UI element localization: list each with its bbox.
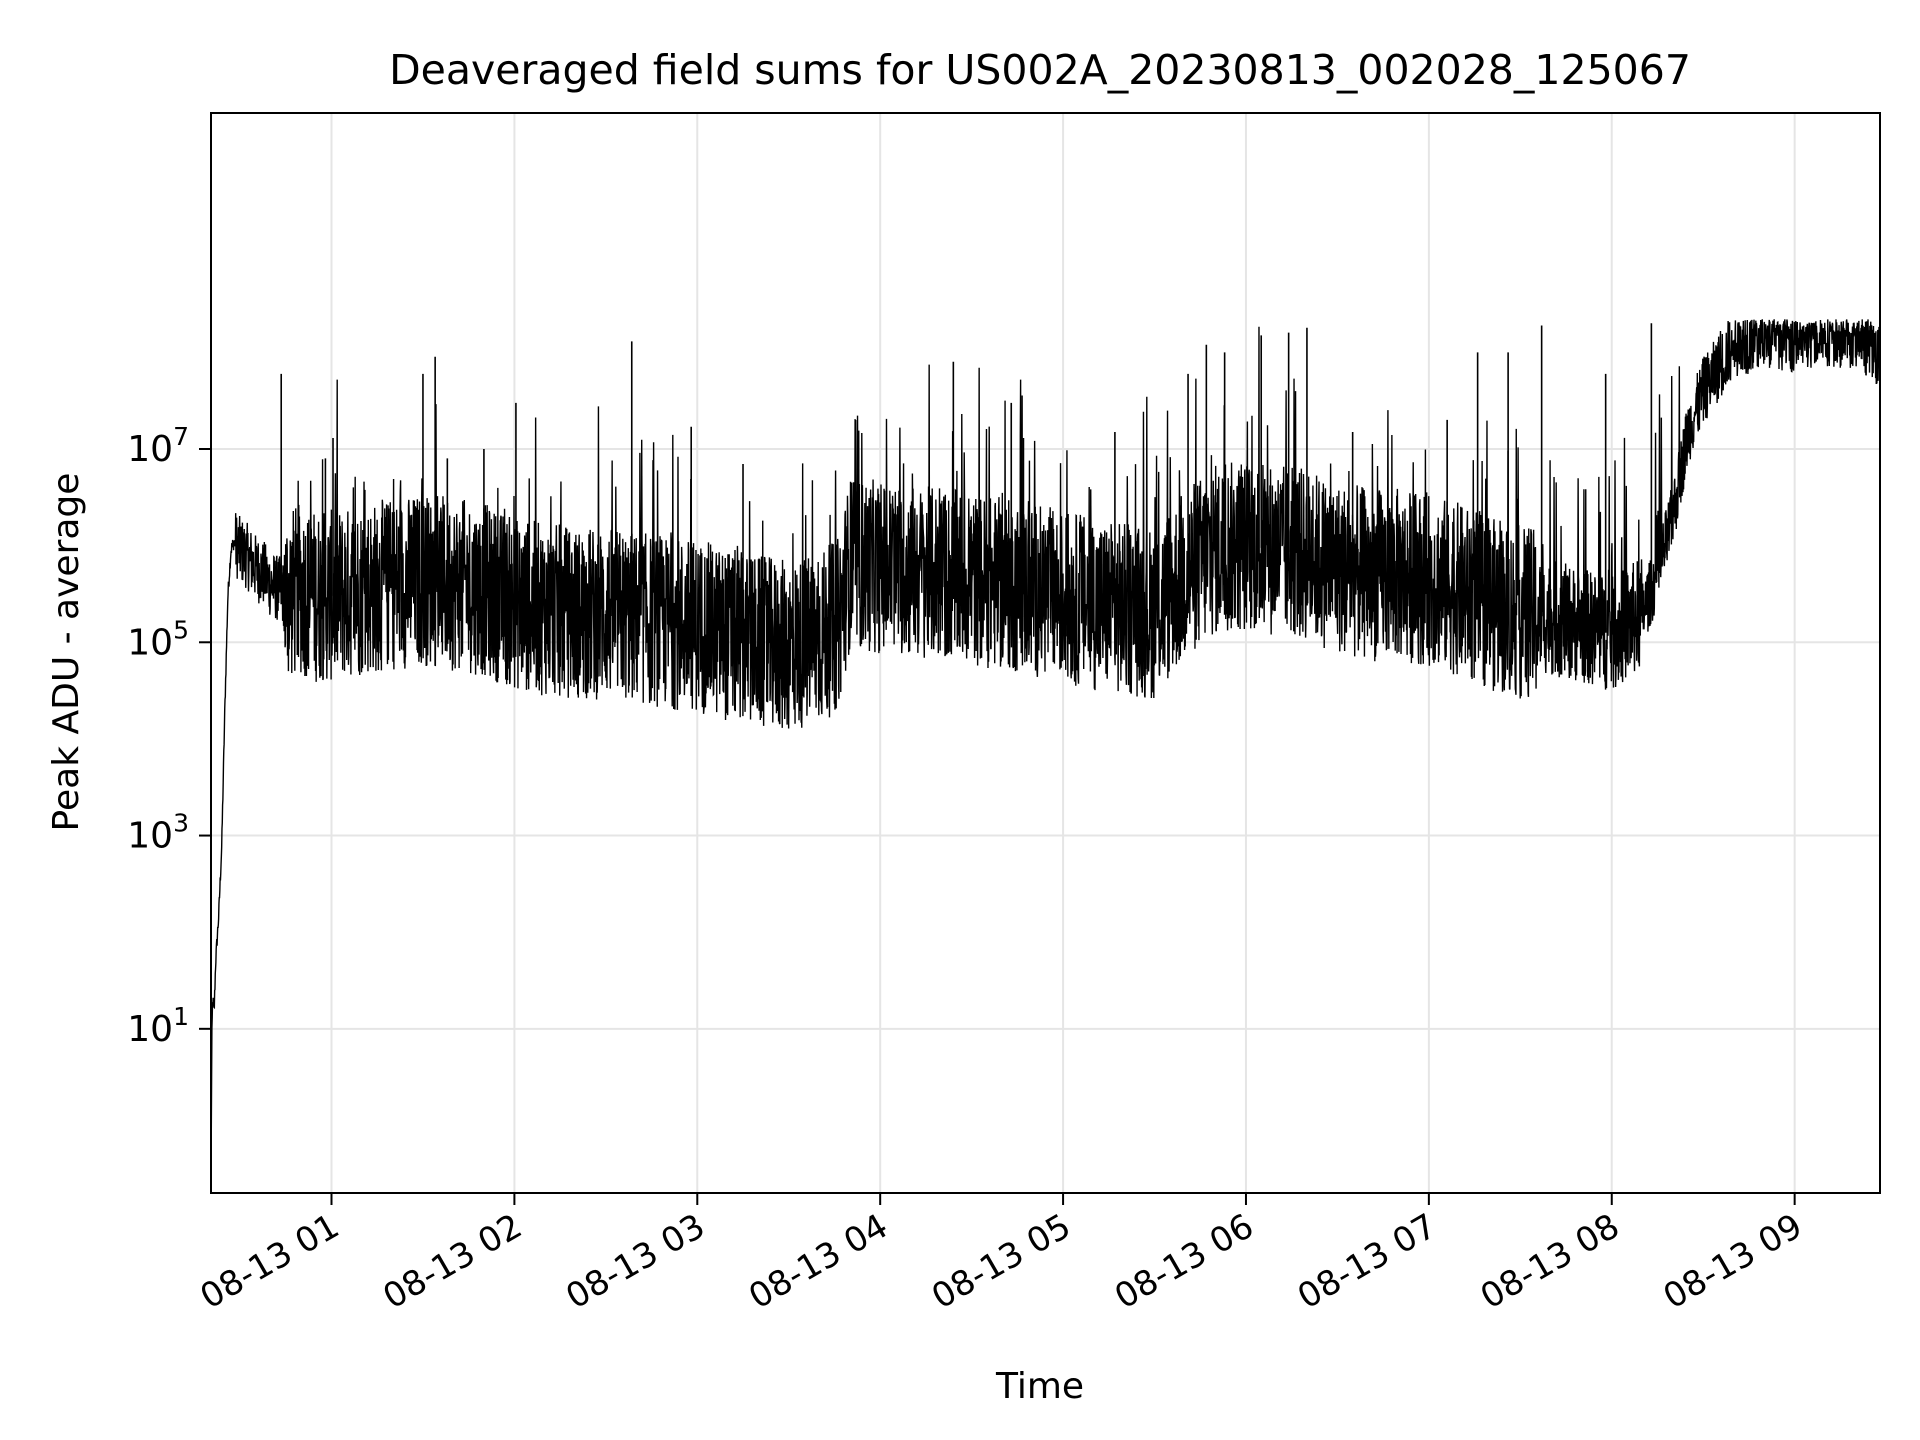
y-tick-label: 107 <box>127 422 189 470</box>
y-tick-label: 101 <box>127 1002 189 1050</box>
y-axis-label: Peak ADU - average <box>46 473 87 832</box>
y-tick-exponent: 1 <box>173 1002 189 1031</box>
axes-frame <box>210 112 1881 1194</box>
y-tick-exponent: 5 <box>173 615 189 644</box>
y-tick-exponent: 7 <box>173 422 189 451</box>
y-tick-label: 105 <box>127 615 189 663</box>
y-tick-base: 10 <box>127 816 173 857</box>
plot-area <box>211 319 1880 1174</box>
y-tick-base: 10 <box>127 429 173 470</box>
y-tick-label: 103 <box>127 809 189 857</box>
series-line <box>211 319 1880 1174</box>
y-tick-base: 10 <box>127 1009 173 1050</box>
x-axis-label: Time <box>995 1366 1084 1407</box>
y-tick-base: 10 <box>127 622 173 663</box>
chart-title: Deaveraged field sums for US002A_2023081… <box>389 46 1691 94</box>
y-tick-exponent: 3 <box>173 809 189 838</box>
